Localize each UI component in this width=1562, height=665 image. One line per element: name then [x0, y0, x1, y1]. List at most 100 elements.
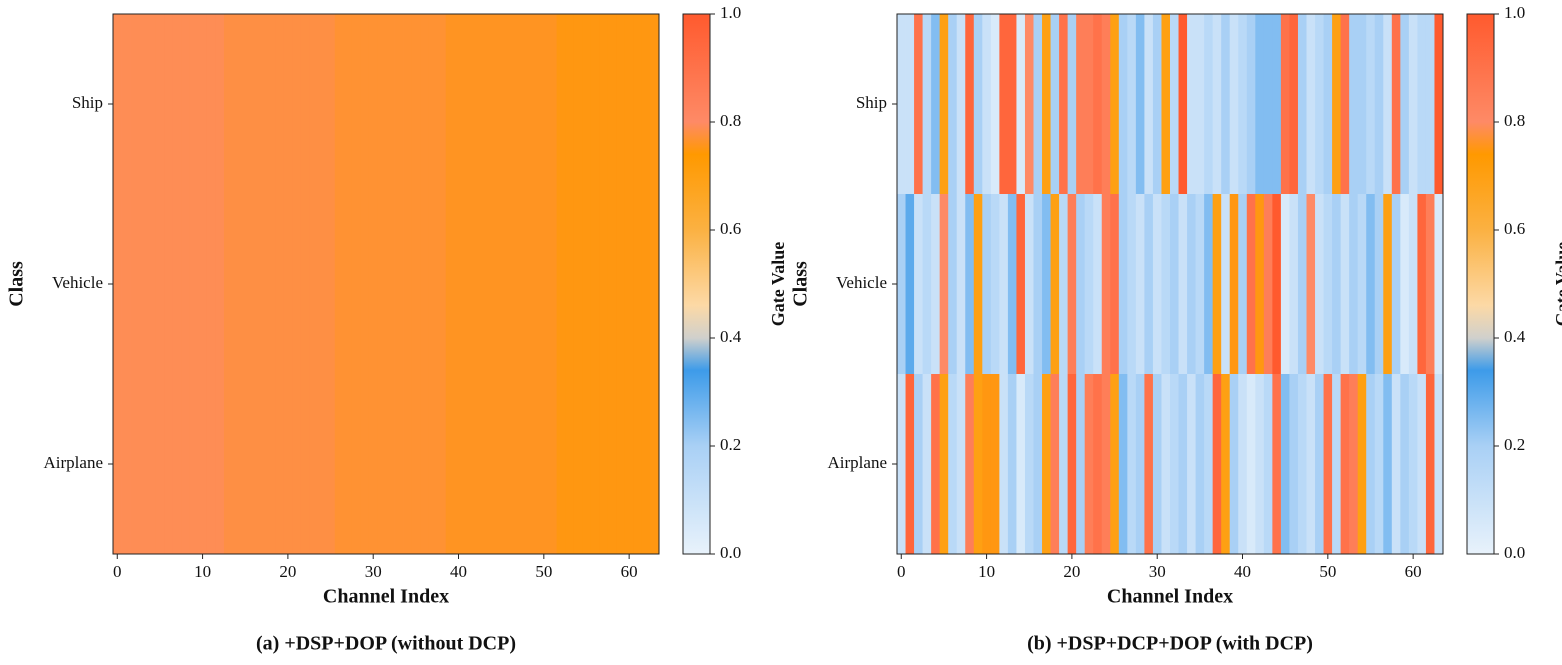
colorbar-tick-label: 0.4 — [720, 327, 742, 346]
heatmap-cell — [1349, 194, 1359, 375]
heatmap-cell — [565, 374, 575, 555]
heatmap-cell — [377, 194, 387, 375]
heatmap-cell — [1067, 194, 1077, 375]
heatmap-cell — [582, 14, 592, 195]
heatmap-cell — [462, 194, 472, 375]
heatmap-cell — [249, 14, 259, 195]
heatmap-cell — [1255, 374, 1265, 555]
heatmap-cell — [232, 374, 242, 555]
colorbar-tick-label: 0.6 — [720, 219, 741, 238]
heatmap-cell — [1400, 374, 1410, 555]
heatmap-cell — [1178, 374, 1188, 555]
heatmap-cell — [368, 14, 378, 195]
heatmap-cell — [292, 14, 302, 195]
heatmap-cell — [155, 14, 165, 195]
heatmap-cell — [1135, 14, 1145, 195]
heatmap-cell — [147, 14, 157, 195]
heatmap-cell — [232, 14, 242, 195]
heatmap-cell — [386, 194, 395, 375]
heatmap-cell — [1187, 194, 1196, 375]
heatmap-cell — [641, 374, 651, 555]
heatmap-cell — [1357, 374, 1367, 555]
heatmap-cell — [1127, 194, 1137, 375]
heatmap-cell — [172, 194, 182, 375]
heatmap-cell — [1408, 14, 1418, 195]
heatmap-cell — [454, 194, 464, 375]
y-tick-label: Airplane — [44, 453, 103, 472]
x-tick-label: 40 — [1234, 562, 1251, 581]
heatmap-cell — [914, 14, 923, 195]
heatmap-cell — [633, 14, 643, 195]
heatmap-cell — [948, 374, 958, 555]
heatmap-cell — [982, 194, 992, 375]
heatmap-cell — [266, 14, 276, 195]
colorbar-tick-label: 0.2 — [1504, 435, 1525, 454]
heatmap-cell — [1135, 374, 1145, 555]
heatmap-cell — [1093, 14, 1103, 195]
heatmap-cell — [181, 14, 191, 195]
heatmap-cell — [556, 194, 566, 375]
heatmap-cell — [1059, 374, 1069, 555]
x-tick-label: 60 — [1405, 562, 1422, 581]
heatmap-cell — [249, 194, 259, 375]
heatmap-cell — [181, 194, 191, 375]
heatmap-cell — [650, 194, 660, 375]
heatmap-cell — [1187, 14, 1196, 195]
heatmap-cell — [138, 374, 148, 555]
heatmap-cell — [1007, 374, 1017, 555]
heatmap-cell — [1204, 194, 1214, 375]
heatmap-cell — [1127, 14, 1137, 195]
heatmap-cell — [999, 14, 1009, 195]
heatmap-cell — [1246, 14, 1256, 195]
heatmap-cell — [1357, 14, 1367, 195]
heatmap-cell — [922, 14, 932, 195]
heatmap-cell — [360, 374, 370, 555]
y-axis-label: Class — [6, 261, 28, 307]
heatmap-cell — [377, 374, 387, 555]
heatmap-cell — [505, 194, 515, 375]
heatmap-cell — [1383, 374, 1393, 555]
heatmap-cell — [317, 194, 327, 375]
y-tick-label: Airplane — [828, 453, 887, 472]
heatmap-cell — [462, 14, 472, 195]
heatmap-cell — [403, 194, 412, 375]
heatmap-cell — [973, 194, 983, 375]
heatmap-cell — [624, 194, 634, 375]
x-tick-label: 0 — [113, 562, 122, 581]
heatmap-cell — [1016, 14, 1026, 195]
heatmap-cell — [548, 374, 558, 555]
heatmap-cell — [394, 374, 404, 555]
heatmap-cell — [317, 374, 327, 555]
heatmap-cell — [1144, 374, 1154, 555]
heatmap-cell — [1101, 194, 1111, 375]
heatmap-cell — [1340, 374, 1350, 555]
heatmap-cell — [1357, 194, 1367, 375]
heatmap-cell — [1144, 14, 1154, 195]
heatmap-cell — [121, 374, 131, 555]
heatmap-cell — [905, 374, 915, 555]
heatmap-cell — [1161, 374, 1171, 555]
heatmap-cell — [411, 14, 421, 195]
heatmap-cell — [1101, 14, 1111, 195]
heatmap-cell — [1084, 374, 1094, 555]
heatmap-cell — [1263, 374, 1273, 555]
heatmap-cell — [155, 194, 165, 375]
heatmap-cell — [138, 194, 148, 375]
heatmap-cell — [1084, 194, 1094, 375]
heatmap-cell — [275, 14, 285, 195]
heatmap-cell — [334, 14, 344, 195]
heatmap-cell — [403, 374, 412, 555]
heatmap-cell — [411, 194, 421, 375]
heatmap-cell — [1246, 194, 1256, 375]
heatmap-cell — [223, 14, 233, 195]
heatmap-cell — [1391, 194, 1401, 375]
heatmap-cell — [1349, 14, 1359, 195]
heatmap-cell — [198, 374, 208, 555]
heatmap-cell — [1195, 194, 1205, 375]
heatmap-cell — [939, 14, 949, 195]
heatmap-cell — [488, 374, 498, 555]
heatmap-cell — [1059, 14, 1069, 195]
heatmap-cell — [1306, 374, 1316, 555]
heatmap-cell — [1332, 374, 1342, 555]
heatmap-cell — [956, 194, 966, 375]
